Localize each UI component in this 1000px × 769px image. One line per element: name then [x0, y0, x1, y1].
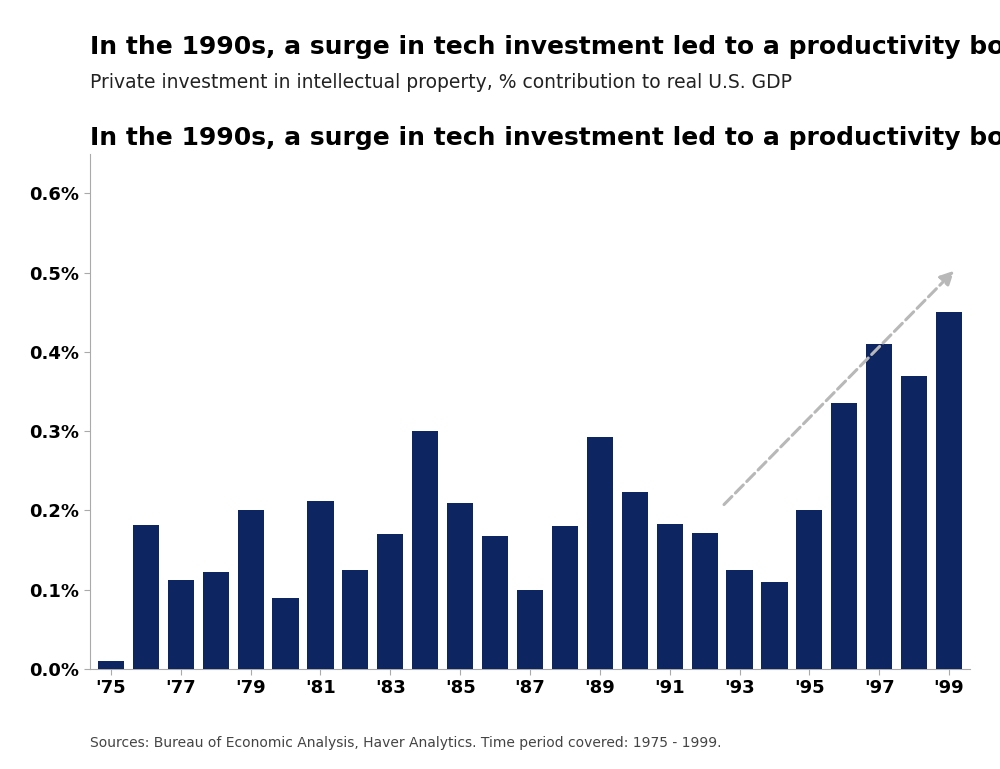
Bar [796, 511, 822, 669]
Bar [587, 437, 613, 669]
Bar [692, 533, 718, 669]
Text: In the 1990s, a surge in tech investment led to a productivity boom: In the 1990s, a surge in tech investment… [90, 126, 1000, 151]
Text: Private investment in intellectual property, % contribution to real U.S. GDP: Private investment in intellectual prope… [90, 73, 792, 92]
Bar [238, 511, 264, 669]
Bar [203, 572, 229, 669]
Bar [342, 570, 368, 669]
Text: Sources: Bureau of Economic Analysis, Haver Analytics. Time period covered: 1975: Sources: Bureau of Economic Analysis, Ha… [90, 736, 722, 750]
Bar [622, 492, 648, 669]
Text: In the 1990s, a surge in tech investment led to a productivity boom: In the 1990s, a surge in tech investment… [90, 35, 1000, 58]
Bar [377, 534, 403, 669]
Bar [447, 503, 473, 669]
Bar [517, 590, 543, 669]
Bar [936, 312, 962, 669]
Bar [98, 661, 124, 669]
Bar [866, 344, 892, 669]
Bar [901, 376, 927, 669]
Bar [761, 582, 788, 669]
Bar [831, 404, 857, 669]
Bar [726, 570, 753, 669]
Bar [168, 581, 194, 669]
Bar [552, 526, 578, 669]
Bar [482, 536, 508, 669]
Bar [657, 524, 683, 669]
Bar [133, 524, 159, 669]
Bar [272, 598, 299, 669]
Bar [307, 501, 334, 669]
Bar [412, 431, 438, 669]
